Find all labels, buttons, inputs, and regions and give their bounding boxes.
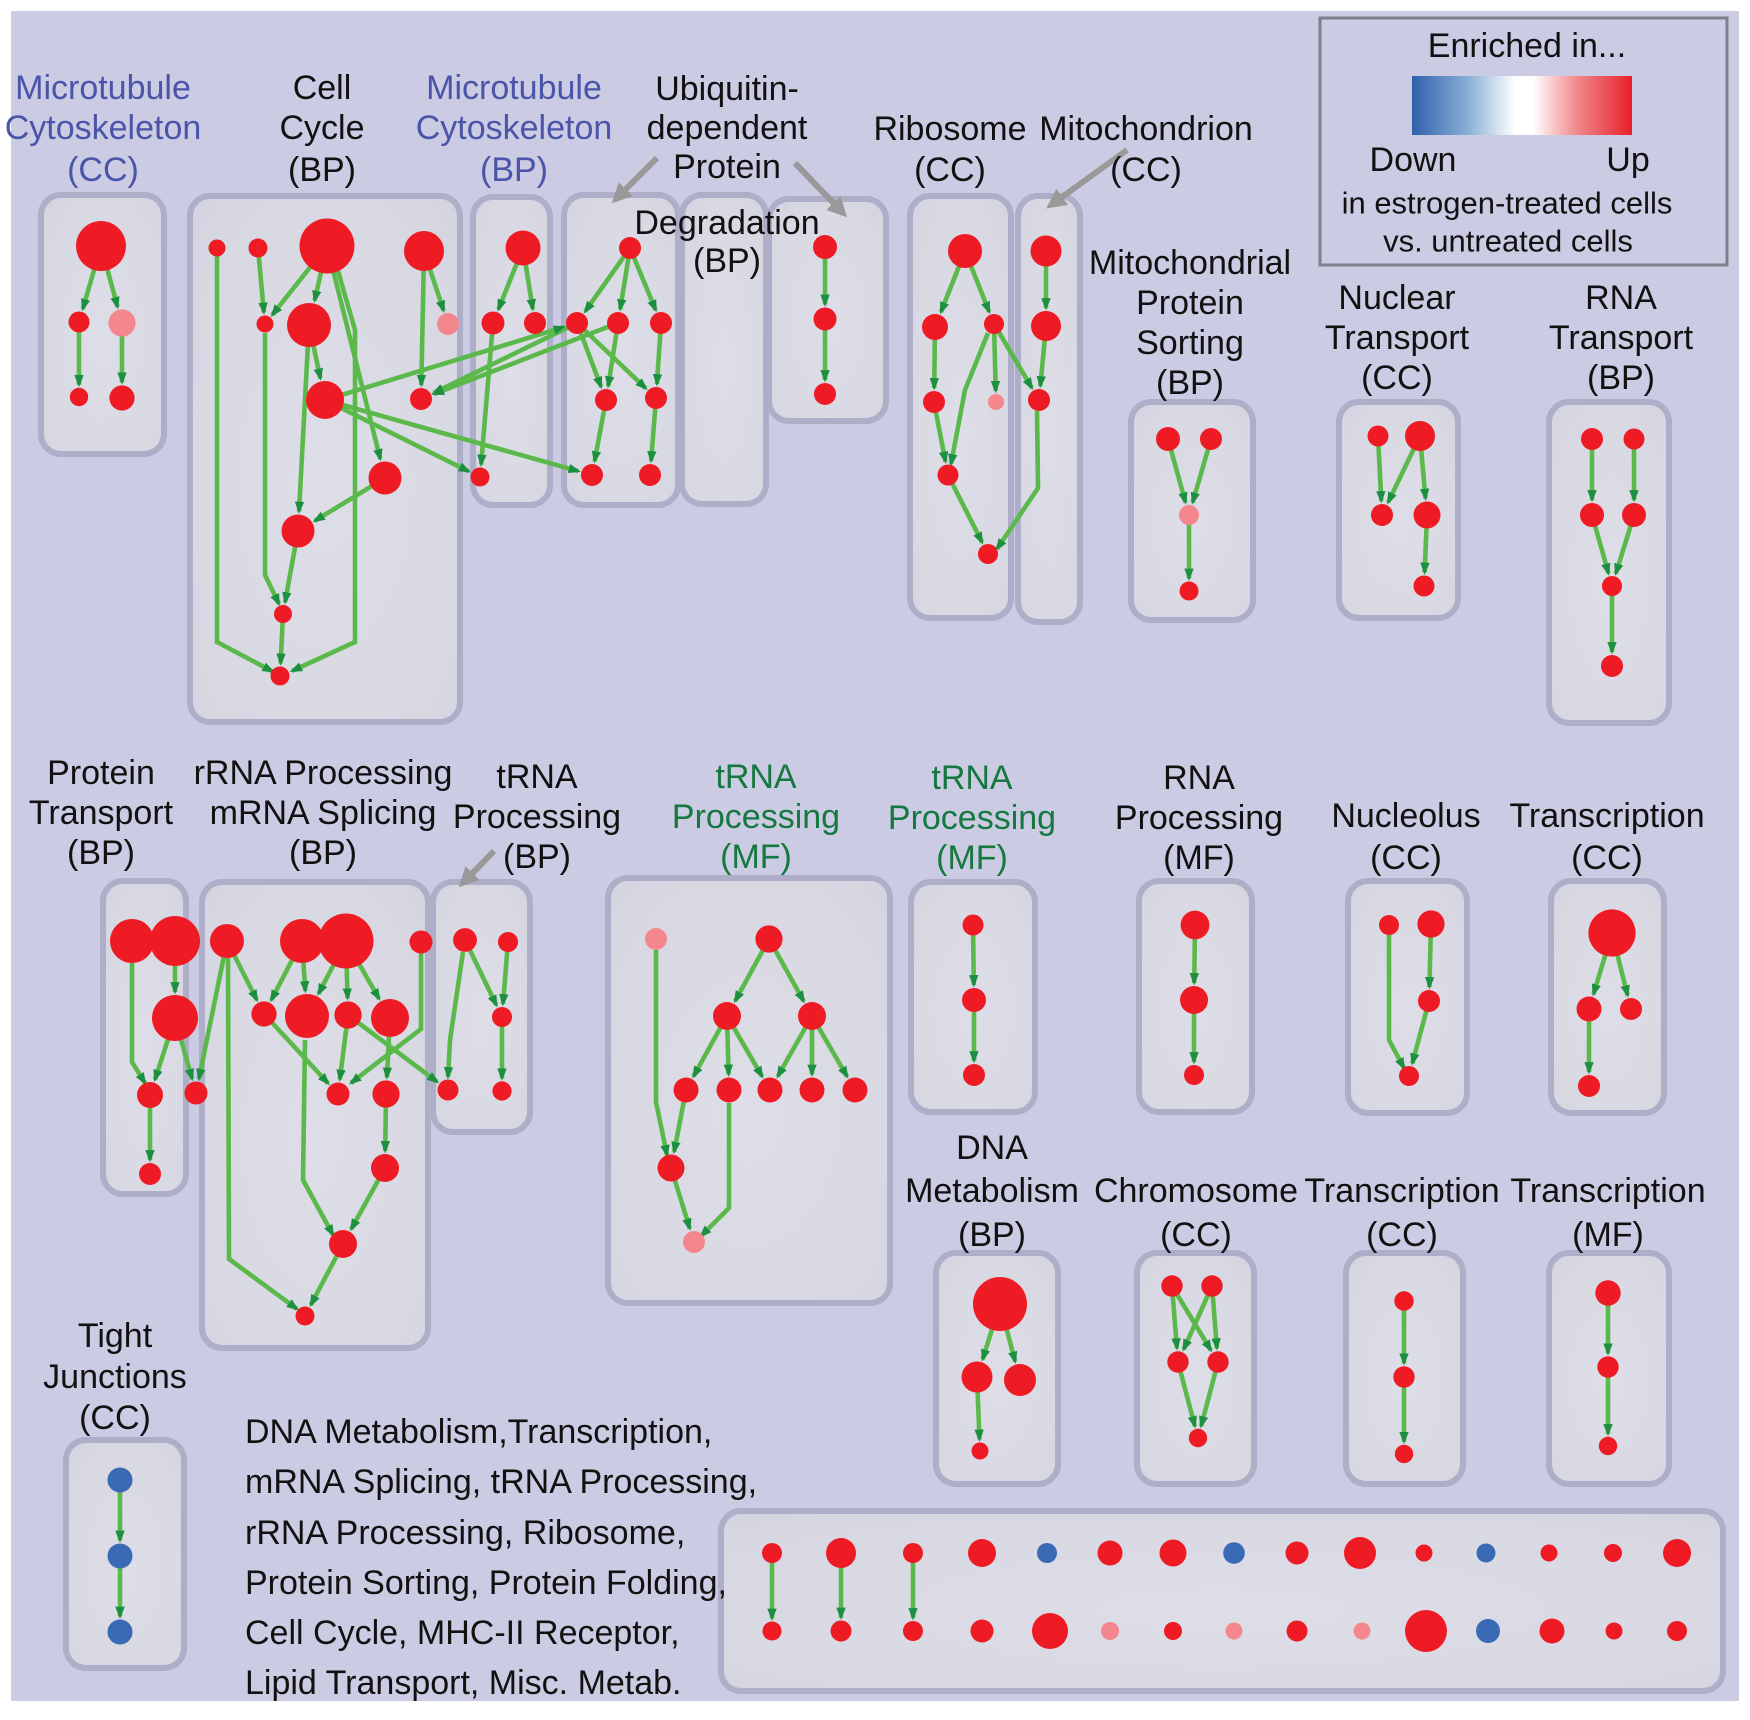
svg-text:rRNA Processing, Ribosome,: rRNA Processing, Ribosome, [245,1514,685,1552]
svg-text:Transcription: Transcription [1509,797,1704,835]
svg-text:Nucleolus: Nucleolus [1331,797,1480,835]
svg-text:(BP): (BP) [289,834,357,872]
svg-text:(BP): (BP) [958,1216,1026,1254]
svg-text:(CC): (CC) [1370,839,1442,877]
svg-text:(CC): (CC) [67,151,139,189]
svg-text:Metabolism: Metabolism [905,1172,1079,1210]
svg-text:Enriched in...: Enriched in... [1428,27,1626,65]
svg-text:Cytoskeleton: Cytoskeleton [416,109,613,147]
svg-text:tRNA: tRNA [715,758,797,796]
svg-text:Junctions: Junctions [43,1358,187,1396]
svg-text:(CC): (CC) [1366,1216,1438,1254]
svg-text:Mitochondrial: Mitochondrial [1089,244,1291,282]
svg-text:Transport: Transport [1325,319,1470,357]
svg-text:(MF): (MF) [720,838,792,876]
svg-text:Mitochondrion: Mitochondrion [1039,110,1253,148]
svg-text:DNA Metabolism,Transcription,: DNA Metabolism,Transcription, [245,1413,712,1451]
svg-text:Cytoskeleton: Cytoskeleton [5,109,202,147]
svg-text:(CC): (CC) [79,1399,151,1437]
svg-text:Processing: Processing [453,798,621,836]
svg-text:Processing: Processing [888,799,1056,837]
svg-text:(BP): (BP) [288,151,356,189]
svg-text:Transport: Transport [1549,319,1694,357]
svg-text:(BP): (BP) [693,242,761,280]
svg-text:(MF): (MF) [1572,1216,1644,1254]
svg-text:Ubiquitin-: Ubiquitin- [655,70,799,108]
svg-text:(MF): (MF) [936,839,1008,877]
svg-text:(CC): (CC) [1571,839,1643,877]
svg-text:(CC): (CC) [1110,151,1182,189]
svg-text:Lipid Transport, Misc. Metab.: Lipid Transport, Misc. Metab. [245,1664,682,1702]
svg-text:(BP): (BP) [503,838,571,876]
svg-text:Cell Cycle, MHC-II Receptor,: Cell Cycle, MHC-II Receptor, [245,1614,680,1652]
svg-text:Protein: Protein [47,754,155,792]
svg-text:Transcription: Transcription [1510,1172,1705,1210]
svg-text:DNA: DNA [956,1129,1028,1167]
svg-text:tRNA: tRNA [496,758,578,796]
svg-text:dependent: dependent [647,109,808,147]
svg-text:(CC): (CC) [1361,359,1433,397]
svg-text:mRNA Splicing, tRNA Processing: mRNA Splicing, tRNA Processing, [245,1463,757,1501]
svg-text:RNA: RNA [1163,759,1235,797]
svg-text:vs. untreated cells: vs. untreated cells [1383,224,1633,259]
svg-text:Processing: Processing [672,798,840,836]
svg-text:Down: Down [1370,141,1457,179]
svg-text:(CC): (CC) [914,151,986,189]
svg-text:Chromosome: Chromosome [1094,1172,1298,1210]
svg-text:Protein Sorting, Protein Foldi: Protein Sorting, Protein Folding, [245,1564,727,1602]
svg-text:Cell: Cell [293,69,352,107]
svg-text:in estrogen-treated cells: in estrogen-treated cells [1342,186,1673,221]
svg-text:Transport: Transport [29,794,174,832]
svg-text:Protein: Protein [673,148,781,186]
svg-text:Up: Up [1606,141,1649,179]
svg-text:RNA: RNA [1585,279,1657,317]
svg-text:Processing: Processing [1115,799,1283,837]
svg-text:(BP): (BP) [1156,364,1224,402]
svg-text:(MF): (MF) [1163,839,1235,877]
svg-text:Cycle: Cycle [279,109,364,147]
svg-text:(BP): (BP) [67,834,135,872]
svg-text:Sorting: Sorting [1136,324,1244,362]
svg-text:Nuclear: Nuclear [1338,279,1455,317]
svg-text:Transcription: Transcription [1304,1172,1499,1210]
svg-text:rRNA Processing: rRNA Processing [194,754,453,792]
svg-text:Microtubule: Microtubule [426,69,602,107]
svg-text:mRNA Splicing: mRNA Splicing [210,794,437,832]
svg-text:Ribosome: Ribosome [873,110,1026,148]
svg-text:(CC): (CC) [1160,1216,1232,1254]
svg-text:tRNA: tRNA [931,759,1013,797]
svg-text:Tight: Tight [78,1317,153,1355]
svg-text:Degradation: Degradation [634,204,819,242]
svg-text:(BP): (BP) [1587,359,1655,397]
svg-text:Protein: Protein [1136,284,1244,322]
svg-text:Microtubule: Microtubule [15,69,191,107]
svg-text:(BP): (BP) [480,151,548,189]
